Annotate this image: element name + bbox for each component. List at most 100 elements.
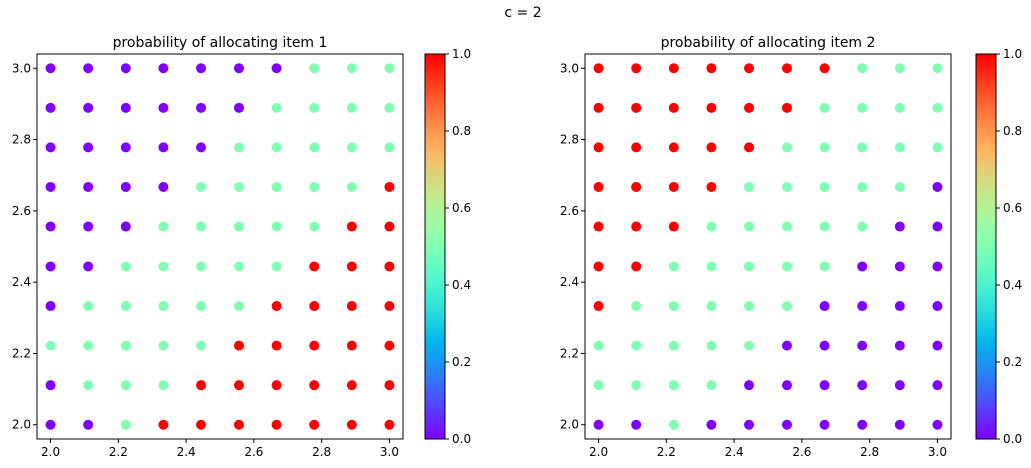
data-point (857, 340, 868, 351)
data-point (271, 419, 282, 430)
x-tick-label: 3.0 (928, 445, 947, 459)
data-point (309, 380, 320, 391)
data-point (309, 301, 320, 312)
data-point (120, 380, 131, 391)
data-point (668, 261, 679, 272)
data-point (45, 380, 56, 391)
data-point (593, 380, 604, 391)
data-point (233, 301, 244, 312)
colorbar (975, 53, 997, 440)
data-point (894, 419, 905, 430)
data-point (233, 221, 244, 232)
data-point (384, 380, 395, 391)
data-point (158, 102, 169, 113)
data-point (158, 63, 169, 74)
data-point (932, 380, 943, 391)
data-point (706, 340, 717, 351)
data-point (781, 261, 792, 272)
data-point (631, 142, 642, 153)
data-point (857, 380, 868, 391)
data-point (894, 221, 905, 232)
data-point (819, 102, 830, 113)
data-point (706, 261, 717, 272)
data-point (706, 63, 717, 74)
data-point (744, 181, 755, 192)
data-point (233, 63, 244, 74)
data-point (781, 419, 792, 430)
y-tick-label: 2.4 (560, 275, 579, 289)
x-tick-label: 2.8 (860, 445, 879, 459)
data-point (631, 261, 642, 272)
colorbar-tick-label: 1.0 (1003, 47, 1022, 61)
colorbar-tick-label: 0.2 (1003, 355, 1022, 369)
data-point (819, 301, 830, 312)
data-point (857, 142, 868, 153)
data-point (631, 102, 642, 113)
data-point (271, 380, 282, 391)
data-point (346, 419, 357, 430)
data-point (384, 340, 395, 351)
y-tick-label: 2.8 (560, 133, 579, 147)
data-point (346, 380, 357, 391)
data-point (45, 419, 56, 430)
data-point (45, 181, 56, 192)
data-point (83, 380, 94, 391)
chart-panel-2: probability of allocating item 2 2.0 2.2 2.… (560, 35, 1022, 459)
data-point (857, 63, 868, 74)
chart-title: probability of allocating item 2 (661, 35, 876, 51)
data-point (158, 221, 169, 232)
data-point (668, 380, 679, 391)
data-point (857, 181, 868, 192)
data-point (271, 63, 282, 74)
data-point (233, 142, 244, 153)
y-tick-label: 2.6 (560, 204, 579, 218)
data-point (631, 380, 642, 391)
data-point (631, 419, 642, 430)
data-point (706, 380, 717, 391)
data-point (744, 102, 755, 113)
data-point (781, 63, 792, 74)
data-point (593, 261, 604, 272)
data-point (346, 181, 357, 192)
axes-frame (36, 53, 404, 440)
data-point (271, 221, 282, 232)
data-point (668, 181, 679, 192)
data-point (706, 181, 717, 192)
axes-frame (584, 53, 952, 440)
data-point (158, 340, 169, 351)
data-point (196, 419, 207, 430)
data-point (346, 63, 357, 74)
data-point (631, 340, 642, 351)
data-point (196, 221, 207, 232)
data-point (706, 142, 717, 153)
data-point (706, 102, 717, 113)
figure-suptitle: c = 2 (504, 5, 541, 21)
data-point (781, 380, 792, 391)
data-point (83, 261, 94, 272)
data-point (894, 63, 905, 74)
data-point (706, 221, 717, 232)
data-point (781, 142, 792, 153)
y-tick-label: 3.0 (560, 61, 579, 75)
data-point (932, 340, 943, 351)
data-point (384, 301, 395, 312)
colorbar-tick-label: 0.2 (452, 355, 471, 369)
data-point (45, 63, 56, 74)
data-point (346, 340, 357, 351)
data-point (593, 181, 604, 192)
data-point (744, 261, 755, 272)
data-point (120, 63, 131, 74)
colorbar-tick-label: 0.6 (452, 201, 471, 215)
data-point (346, 221, 357, 232)
data-point (346, 102, 357, 113)
data-point (781, 221, 792, 232)
data-point (781, 102, 792, 113)
data-point (819, 340, 830, 351)
x-tick-label: 2.2 (109, 445, 128, 459)
data-point (744, 301, 755, 312)
data-point (83, 63, 94, 74)
data-point (894, 102, 905, 113)
data-point (819, 261, 830, 272)
data-point (120, 221, 131, 232)
